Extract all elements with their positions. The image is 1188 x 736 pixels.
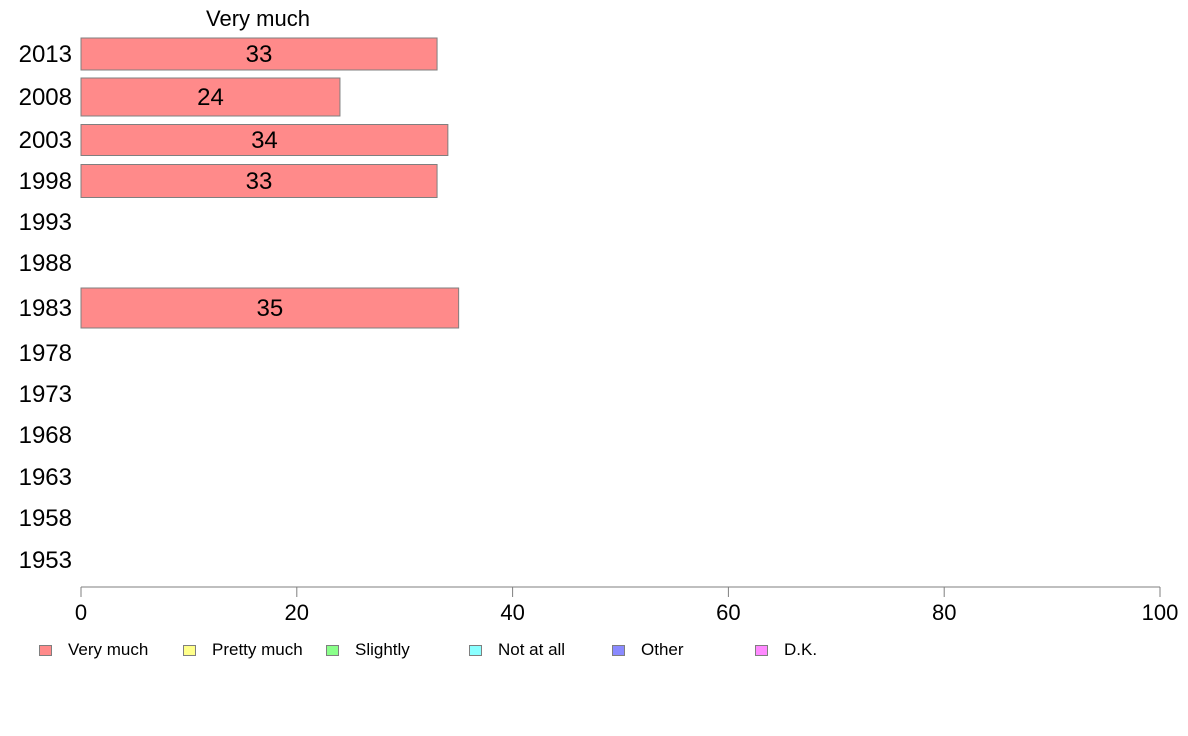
bar	[80, 77, 341, 117]
y-tick-label: 1968	[19, 422, 72, 449]
y-tick-label: 1978	[19, 340, 72, 367]
y-tick-label: 1958	[19, 505, 72, 532]
legend-item: Not at all	[469, 638, 565, 662]
x-tick-label: 80	[932, 600, 956, 625]
chart: Very much 33 24 34 33 35 2013 2008 2003 1998 199…	[19, 6, 1179, 625]
legend: Very much Pretty much Slightly Not at all Ot…	[0, 638, 1188, 662]
legend-item: D.K.	[755, 638, 817, 662]
y-tick-label: 1983	[19, 295, 72, 322]
bar	[80, 164, 438, 198]
legend-swatch	[183, 644, 196, 656]
x-tick-label: 60	[716, 600, 740, 625]
legend-item: Slightly	[326, 638, 410, 662]
legend-label: Other	[641, 640, 684, 659]
y-tick-label: 2003	[19, 127, 72, 154]
x-tick-label: 0	[75, 600, 87, 625]
y-tick-label: 2013	[19, 41, 72, 68]
chart-title: Very much	[206, 6, 310, 31]
legend-label: D.K.	[784, 640, 818, 659]
legend-swatch	[469, 644, 482, 656]
bar-data-label: 34	[251, 127, 278, 154]
x-tick-label: 100	[1142, 600, 1179, 625]
y-tick-label: 1993	[19, 209, 72, 236]
x-tick-label: 20	[285, 600, 309, 625]
x-tick-label: 40	[500, 600, 524, 625]
legend-item: Pretty much	[183, 638, 303, 662]
legend-swatch	[612, 644, 625, 656]
y-tick-label: 1988	[19, 250, 72, 277]
bar-data-label: 35	[256, 295, 283, 322]
bar	[80, 124, 449, 156]
bar-data-label: 24	[197, 84, 224, 111]
bars-group: 33 24 34 33 35	[80, 37, 460, 329]
legend-swatch	[326, 644, 339, 656]
legend-label: Slightly	[355, 640, 410, 659]
bar	[80, 37, 438, 71]
y-axis-labels: 2013 2008 2003 1998 1993 1988 1983 1978 1973 1968…	[19, 41, 72, 574]
legend-label: Very much	[68, 640, 149, 659]
x-axis: 0 20 40 60 80 100	[75, 586, 1179, 625]
legend-item: Other	[612, 638, 684, 662]
y-tick-label: 1998	[19, 168, 72, 195]
bar-data-label: 33	[246, 168, 273, 195]
legend-item: Very much	[39, 638, 148, 662]
y-tick-label: 1973	[19, 381, 72, 408]
y-tick-label: 1953	[19, 547, 72, 574]
bar-data-label: 33	[246, 41, 273, 68]
legend-swatch	[755, 644, 768, 656]
legend-label: Pretty much	[212, 640, 303, 659]
y-tick-label: 1963	[19, 464, 72, 491]
legend-swatch	[39, 644, 52, 656]
y-tick-label: 2008	[19, 84, 72, 111]
bar	[80, 287, 460, 329]
legend-label: Not at all	[498, 640, 566, 659]
